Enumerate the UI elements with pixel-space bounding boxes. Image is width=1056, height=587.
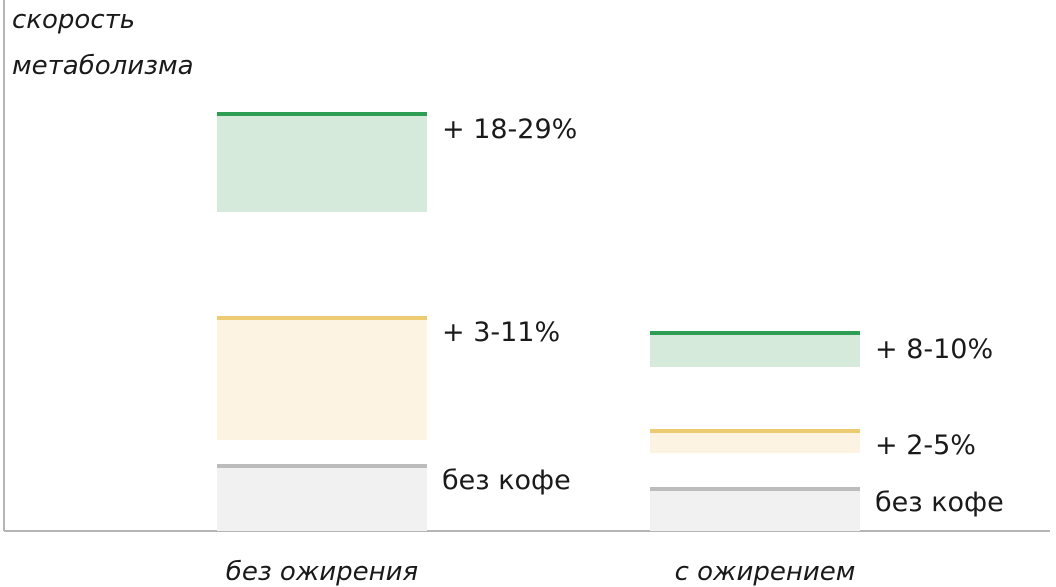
- bar-baseline-no-obesity: [217, 466, 427, 531]
- x-category-obesity: с ожирением: [675, 557, 856, 587]
- bar-low-no-obesity-line: [217, 316, 427, 320]
- y-axis-label-line-1: скорость: [12, 5, 135, 35]
- label-high-no-obesity: + 18-29%: [442, 114, 577, 145]
- label-low-no-obesity: + 3-11%: [442, 317, 560, 348]
- bar-high-obesity-line: [650, 331, 860, 335]
- bar-low-obesity-line: [650, 429, 860, 433]
- bar-low-no-obesity: [217, 318, 427, 440]
- x-category-no-obesity: без ожирения: [226, 557, 418, 587]
- label-baseline-obesity: без кофе: [875, 487, 1004, 518]
- bar-low-obesity: [650, 431, 860, 453]
- bar-baseline-no-obesity-line: [217, 464, 427, 468]
- bar-baseline-obesity: [650, 489, 860, 531]
- bar-high-no-obesity-line: [217, 112, 427, 116]
- y-axis-label-line-2: метаболизма: [12, 51, 194, 81]
- label-low-obesity: + 2-5%: [875, 430, 976, 461]
- label-baseline-no-obesity: без кофе: [442, 465, 571, 496]
- bar-high-obesity: [650, 333, 860, 367]
- label-high-obesity: + 8-10%: [875, 334, 993, 365]
- bar-high-no-obesity: [217, 114, 427, 212]
- bar-baseline-obesity-line: [650, 487, 860, 491]
